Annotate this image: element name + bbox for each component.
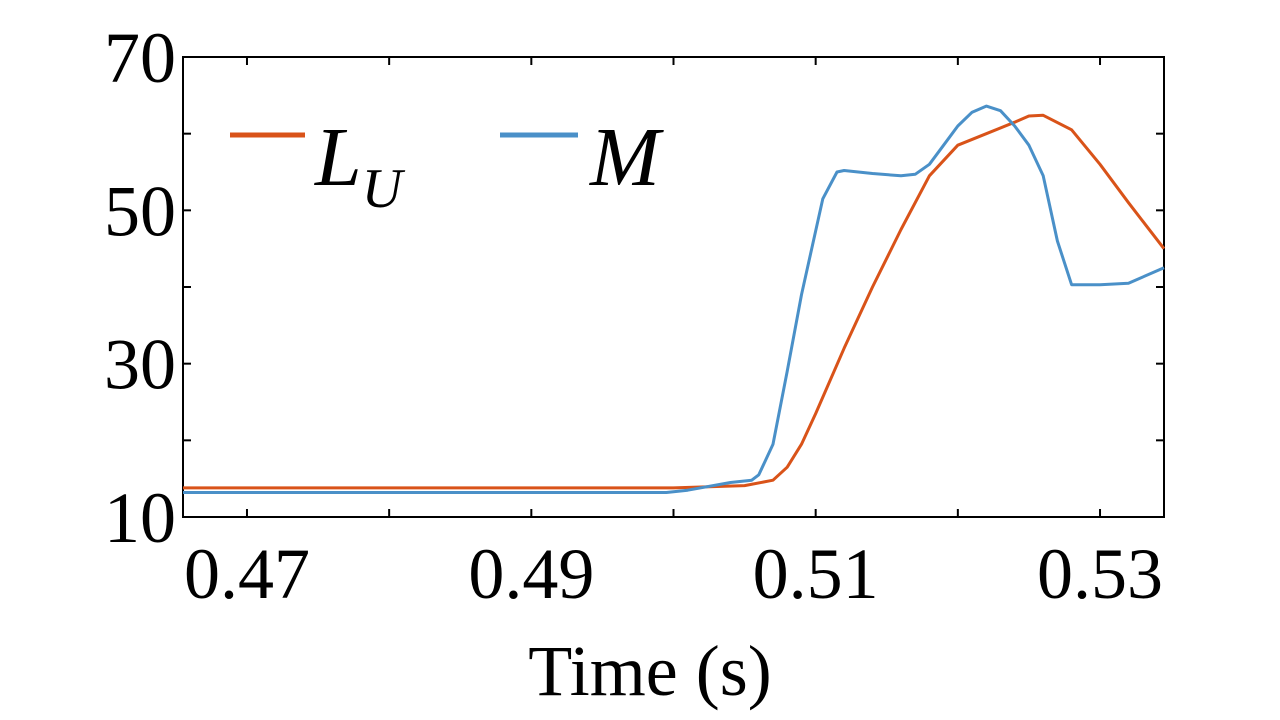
x-tick-label: 0.49: [468, 534, 594, 614]
y-tick-labels: 10 30 50 70: [104, 18, 176, 558]
series-lines: [183, 104, 1166, 494]
x-axis-title: Time (s): [528, 631, 771, 711]
series-line-lu: [183, 113, 1166, 490]
legend-label-m: M: [589, 111, 664, 204]
plot-area: [182, 56, 1165, 518]
x-tick-label: 0.47: [184, 534, 310, 614]
series-line-m: [183, 104, 1165, 494]
x-tick-label: 0.51: [753, 534, 879, 614]
axis-ticks: [183, 56, 1164, 518]
x-tick-label: 0.53: [1037, 534, 1163, 614]
y-tick-label: 10: [104, 478, 176, 558]
y-tick-label: 50: [104, 171, 176, 251]
legend: LU M: [230, 111, 664, 220]
y-tick-label: 70: [104, 18, 176, 98]
y-tick-label: 30: [104, 325, 176, 405]
legend-label-lu: LU: [314, 111, 406, 220]
x-tick-labels: 0.47 0.49 0.51 0.53: [184, 534, 1163, 614]
